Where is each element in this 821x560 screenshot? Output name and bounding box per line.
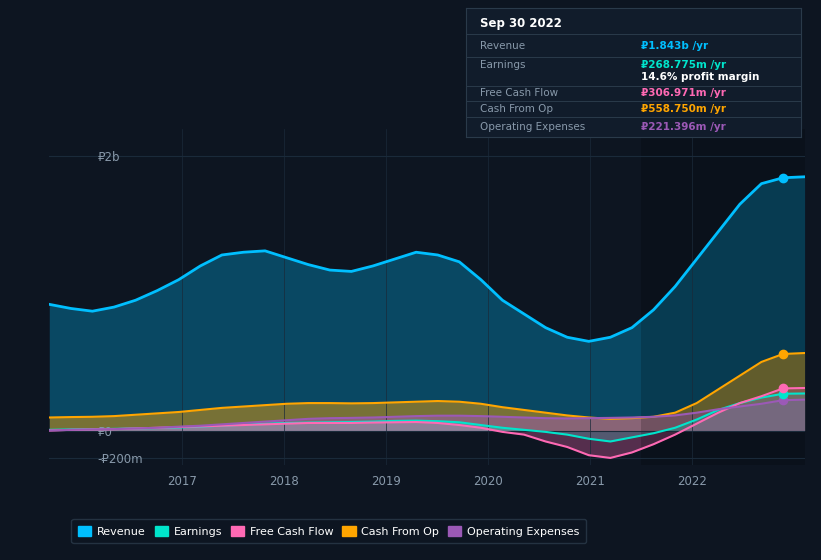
Text: ₽306.971m /yr: ₽306.971m /yr xyxy=(640,88,726,99)
Text: Revenue: Revenue xyxy=(479,41,525,51)
Text: Free Cash Flow: Free Cash Flow xyxy=(479,88,557,99)
Text: Sep 30 2022: Sep 30 2022 xyxy=(479,17,562,30)
Text: ₽268.775m /yr: ₽268.775m /yr xyxy=(640,60,726,70)
Legend: Revenue, Earnings, Free Cash Flow, Cash From Op, Operating Expenses: Revenue, Earnings, Free Cash Flow, Cash … xyxy=(71,519,586,543)
Text: ₽1.843b /yr: ₽1.843b /yr xyxy=(640,41,708,51)
Text: Earnings: Earnings xyxy=(479,60,525,70)
Text: Operating Expenses: Operating Expenses xyxy=(479,122,585,132)
Bar xyxy=(641,129,805,465)
Text: ₽558.750m /yr: ₽558.750m /yr xyxy=(640,104,726,114)
Text: Cash From Op: Cash From Op xyxy=(479,104,553,114)
Text: 14.6% profit margin: 14.6% profit margin xyxy=(640,72,759,82)
Text: ₽221.396m /yr: ₽221.396m /yr xyxy=(640,122,725,132)
